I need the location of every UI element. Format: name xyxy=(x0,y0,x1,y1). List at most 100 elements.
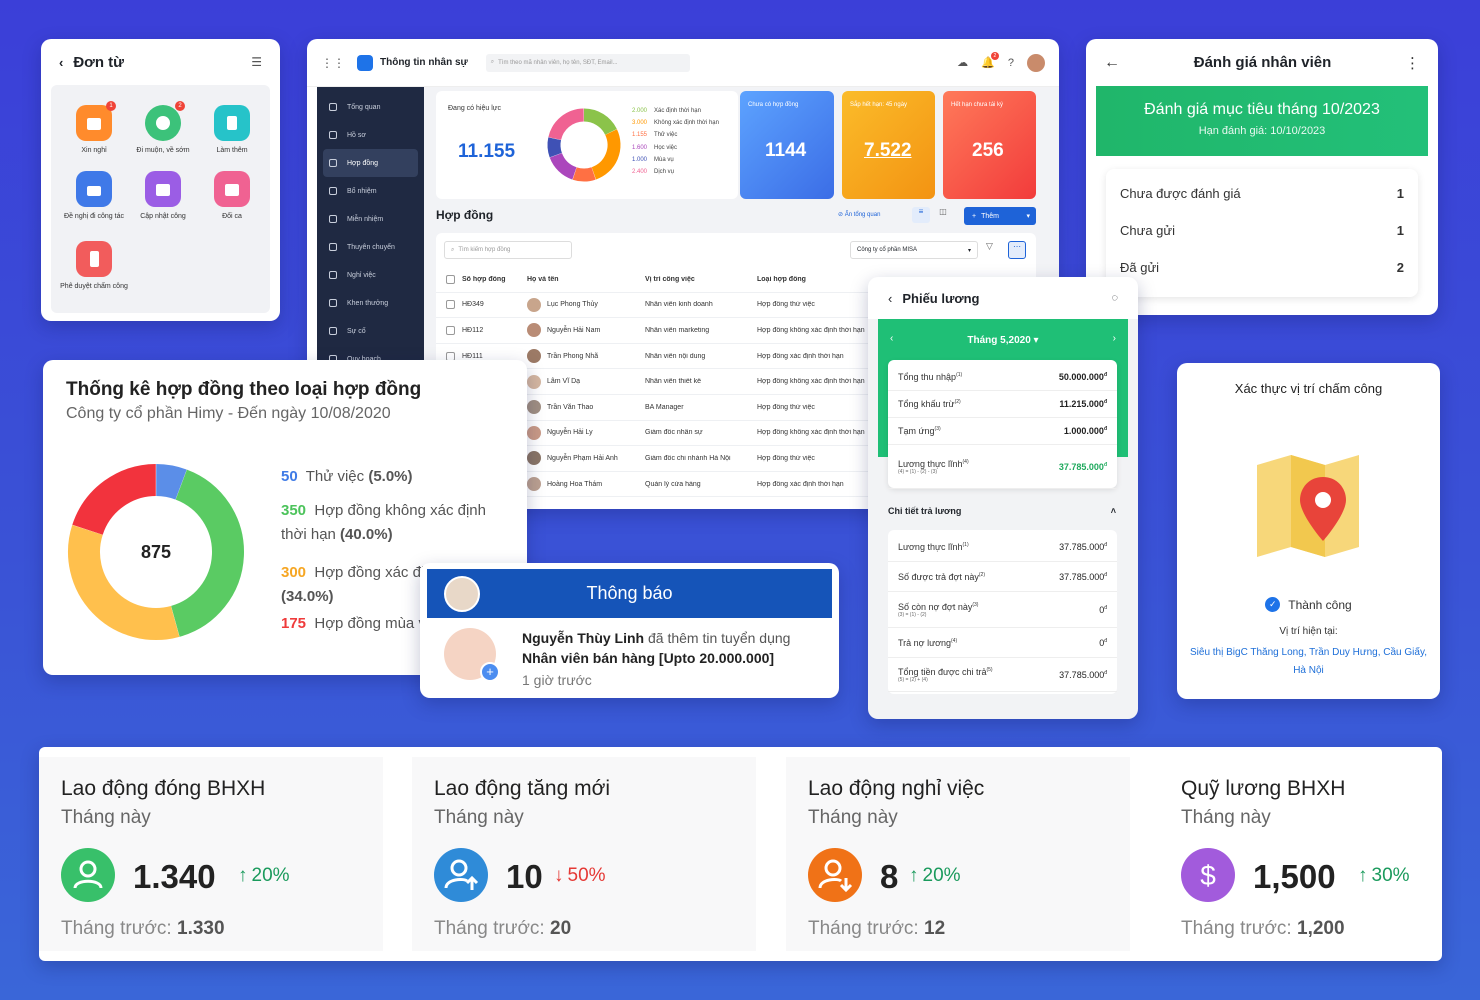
stat-expired[interactable]: Hết hạn chưa tái ký 256 xyxy=(943,91,1036,199)
kpi-change: ↑ 20% xyxy=(909,865,961,886)
kpi-change: ↑ 30% xyxy=(1358,865,1410,886)
user-minus-icon xyxy=(329,215,337,223)
row-checkbox[interactable] xyxy=(446,325,455,335)
chevron-down-icon: ▾ xyxy=(967,247,971,254)
upload-cloud-icon[interactable]: ☁ xyxy=(957,57,969,69)
apps-grid-icon[interactable]: ⋮⋮ xyxy=(321,55,345,70)
eye-off-icon: ⊘ xyxy=(838,212,845,218)
col-type: Loại hợp đồng xyxy=(757,275,806,283)
danh-gia-card: ← Đánh giá nhân viên ⋮ Đánh giá mục tiêu… xyxy=(1086,39,1438,315)
sidebar-item-5[interactable]: Miễn nhiệm xyxy=(317,205,424,233)
split-view-icon[interactable]: ◫ xyxy=(939,207,947,216)
kpi-title: Quỹ lương BHXH xyxy=(1181,777,1346,800)
col-number: Số hợp đồng xyxy=(462,275,506,283)
company-select[interactable]: Công ty cổ phần MISA ▾ xyxy=(850,241,978,259)
avatar xyxy=(527,425,541,440)
table-search-input[interactable]: ⌕ Tìm kiếm hợp đồng xyxy=(444,241,572,259)
list-icon[interactable]: ☰ xyxy=(251,55,262,69)
list-item[interactable]: Chưa gửi 1 xyxy=(1120,223,1404,238)
sidebar-item-1[interactable]: Tổng quan xyxy=(317,93,424,121)
select-all-checkbox[interactable] xyxy=(446,274,455,284)
chat-icon[interactable]: ◌ xyxy=(1111,292,1118,304)
request-update-attendance[interactable]: Cập nhật công xyxy=(128,171,198,221)
avatar[interactable] xyxy=(1027,53,1045,72)
evaluation-banner: Đánh giá mục tiêu tháng 10/2023 Hạn đánh… xyxy=(1096,86,1428,156)
kpi-card-3: Lao động nghỉ việc Tháng này 8 ↑ 20% Tháng tr… xyxy=(786,757,1130,951)
table-row[interactable]: HĐ112 Nguyễn Hải Nam Nhân viên marketing Hợ… xyxy=(436,318,1036,344)
sidebar-item-9[interactable]: Sự cố xyxy=(317,317,424,345)
svg-text:$: $ xyxy=(1200,860,1216,891)
hide-summary-link[interactable]: ⊘ Ẩn tổng quan xyxy=(838,212,881,218)
contract-type-donut xyxy=(547,108,621,182)
request-leave[interactable]: 1 Xin nghỉ xyxy=(59,101,129,155)
payslip-row: Tạm ứng(3) 1.000.000đ xyxy=(888,418,1117,445)
stat-expiring[interactable]: Sắp hết hạn: 45 ngày 7.522 xyxy=(842,91,935,199)
don-tu-title: Đơn từ xyxy=(73,53,125,71)
breakdown-item: 2.000 Xác định thời hạn xyxy=(632,108,701,114)
more-icon[interactable]: ⋯ xyxy=(1008,241,1026,259)
sidebar-item-7[interactable]: Nghỉ việc xyxy=(317,261,424,289)
next-month-icon[interactable]: › xyxy=(1112,333,1116,344)
back-arrow-icon[interactable]: ← xyxy=(1104,53,1120,71)
location-label: Vị trí hiện tại: xyxy=(1279,626,1338,637)
active-contracts-label: Đang có hiệu lực xyxy=(448,105,501,112)
active-contracts-value: 11.155 xyxy=(458,141,516,162)
sidebar-item-8[interactable]: Khen thưởng xyxy=(317,289,424,317)
app-title: Thông tin nhân sự xyxy=(380,57,468,68)
prev-month-icon[interactable]: ‹ xyxy=(890,333,894,344)
sidebar-item-4[interactable]: Bổ nhiệm xyxy=(317,177,424,205)
briefcase-icon xyxy=(76,171,112,207)
location-value[interactable]: Siêu thị BigC Thăng Long, Trần Duy Hưng,… xyxy=(1189,647,1427,676)
sidebar-item-3[interactable]: Hợp đồng xyxy=(323,149,418,177)
filter-icon[interactable]: ▽ xyxy=(986,241,993,251)
calendar-check-icon xyxy=(145,171,181,207)
request-approve-attendance[interactable]: Phê duyệt chấm công xyxy=(59,241,129,291)
add-button[interactable]: + Thêm ▾ xyxy=(964,207,1036,225)
bell-icon[interactable]: 🔔 2 xyxy=(981,52,999,69)
detail-section-header[interactable]: Chi tiết trả lương ˄ xyxy=(888,506,1116,516)
list-view-icon[interactable]: ≡ xyxy=(912,207,930,223)
kpi-period: Tháng này xyxy=(808,807,898,828)
list-item[interactable]: Chưa được đánh giá 1 xyxy=(1120,186,1404,201)
back-icon[interactable]: ‹ xyxy=(888,290,893,306)
home-icon xyxy=(329,103,337,111)
request-overtime[interactable]: Làm thêm xyxy=(197,105,267,155)
kpi-value: 1.340 xyxy=(133,858,216,895)
payslip-summary: Tổng thu nhập(1) 50.000.000đ Tổng khấu trừ… xyxy=(888,360,1117,489)
global-search-input[interactable]: ⌕ Tìm theo mã nhân viên, họ tên, SĐT, Ema… xyxy=(485,53,690,72)
payslip-row: Tổng thu nhập(1) 50.000.000đ xyxy=(888,364,1117,391)
avatar xyxy=(444,575,480,612)
notification-item[interactable]: Nguyễn Thùy Linh đã thêm tin tuyển dụng … xyxy=(522,630,791,688)
donut-slice xyxy=(549,152,577,180)
stat-no-contract[interactable]: Chưa có hợp đồng 1144 xyxy=(740,91,834,199)
kpi-card-2: Lao động tăng mới Tháng này 10 ↓ 50% Tháng tr… xyxy=(412,757,756,951)
table-row[interactable]: HĐ111 Trần Phong Nhã Nhân viên nội dung Hợp… xyxy=(436,344,1036,370)
back-icon[interactable]: ‹ xyxy=(59,54,64,70)
help-icon[interactable]: ? xyxy=(1007,56,1014,69)
table-row[interactable]: HĐ349 Lục Phong Thủy Nhân viên kinh doanh H… xyxy=(436,293,1036,319)
user-down-icon xyxy=(808,848,862,902)
avatar xyxy=(527,297,541,312)
avatar xyxy=(527,400,541,415)
add-badge-icon: + xyxy=(480,662,500,682)
location-title: Xác thực vị trí chấm công xyxy=(1234,381,1383,396)
clipboard-plus-icon xyxy=(214,105,250,141)
row-checkbox[interactable] xyxy=(446,300,455,310)
avatar xyxy=(527,349,541,364)
request-business-trip[interactable]: Đề nghị đi công tác xyxy=(59,171,129,221)
list-item[interactable]: Đã gửi 2 xyxy=(1120,260,1404,275)
month-selector[interactable]: Tháng 5,2020 ▾ xyxy=(967,335,1039,346)
kebab-icon[interactable]: ⋮ xyxy=(1405,54,1420,72)
location-verify-card: Xác thực vị trí chấm công ✓ Thành công V… xyxy=(1177,363,1440,699)
kpi-period: Tháng này xyxy=(61,807,151,828)
chevron-down-icon: ▾ xyxy=(1026,213,1030,220)
avatar xyxy=(527,477,541,492)
sidebar-item-2[interactable]: Hồ sơ xyxy=(317,121,424,149)
request-shift-change[interactable]: Đổi ca xyxy=(197,171,267,221)
request-grid: 1 Xin nghỉ 2 Đi muộn, về sớm Làm thêm Đề n… xyxy=(51,85,270,313)
sidebar-item-6[interactable]: Thuyên chuyển xyxy=(317,233,424,261)
search-icon: ⌕ xyxy=(451,246,455,253)
payslip-row: Tổng tiền được chi trả(5) (5) = (2) + (4)… xyxy=(888,658,1117,692)
check-circle-icon: ✓ xyxy=(1265,597,1281,612)
request-late-early[interactable]: 2 Đi muộn, về sớm xyxy=(136,101,190,154)
